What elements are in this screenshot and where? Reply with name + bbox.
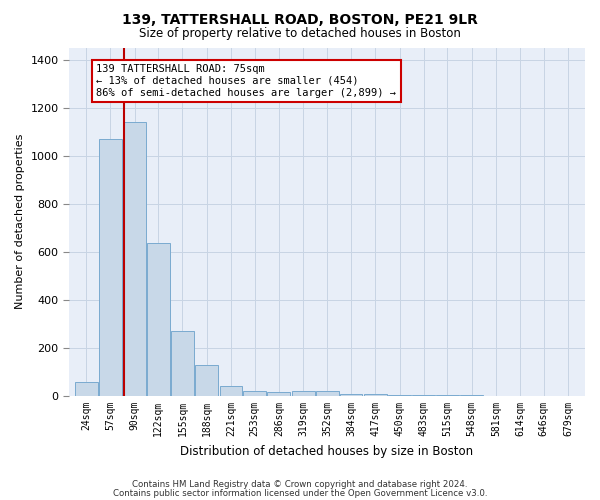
X-axis label: Distribution of detached houses by size in Boston: Distribution of detached houses by size … — [181, 444, 473, 458]
Bar — [74, 382, 98, 396]
Bar — [268, 392, 290, 396]
Bar — [99, 139, 122, 396]
Y-axis label: Number of detached properties: Number of detached properties — [15, 134, 25, 310]
Text: 139, TATTERSHALL ROAD, BOSTON, PE21 9LR: 139, TATTERSHALL ROAD, BOSTON, PE21 9LR — [122, 12, 478, 26]
Text: Contains HM Land Registry data © Crown copyright and database right 2024.: Contains HM Land Registry data © Crown c… — [132, 480, 468, 489]
Bar — [316, 391, 339, 396]
Bar — [147, 244, 170, 396]
Bar — [388, 394, 411, 396]
Bar — [364, 394, 386, 396]
Bar — [123, 122, 146, 396]
Bar — [292, 391, 314, 396]
Text: Contains public sector information licensed under the Open Government Licence v3: Contains public sector information licen… — [113, 488, 487, 498]
Text: 139 TATTERSHALL ROAD: 75sqm
← 13% of detached houses are smaller (454)
86% of se: 139 TATTERSHALL ROAD: 75sqm ← 13% of det… — [97, 64, 397, 98]
Bar — [412, 395, 435, 396]
Bar — [196, 365, 218, 396]
Bar — [340, 394, 362, 396]
Bar — [171, 331, 194, 396]
Bar — [243, 391, 266, 396]
Bar — [220, 386, 242, 396]
Text: Size of property relative to detached houses in Boston: Size of property relative to detached ho… — [139, 28, 461, 40]
